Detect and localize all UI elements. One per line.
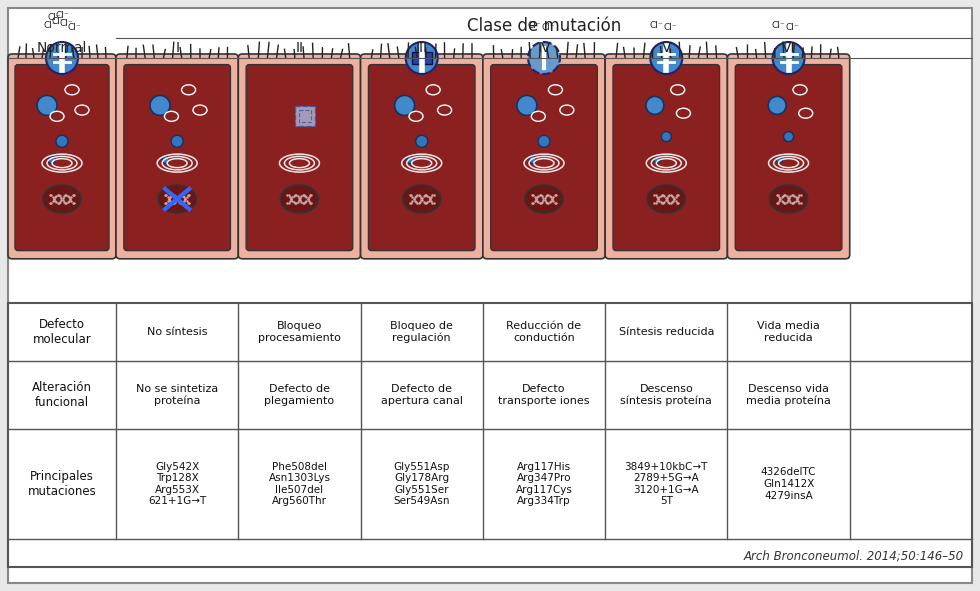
Circle shape xyxy=(37,95,57,115)
Text: No síntesis: No síntesis xyxy=(147,327,208,337)
Text: Phe508del
Asn1303Lys
Ile507del
Arg560Thr: Phe508del Asn1303Lys Ile507del Arg560Thr xyxy=(269,462,330,506)
Text: 4326delTC
Gln1412X
4279insA: 4326delTC Gln1412X 4279insA xyxy=(760,467,816,501)
Text: Cl⁻: Cl⁻ xyxy=(47,14,61,22)
Text: Gly542X
Trp128X
Arg553X
621+1G→T: Gly542X Trp128X Arg553X 621+1G→T xyxy=(148,462,206,506)
Text: Defecto
molecular: Defecto molecular xyxy=(32,318,91,346)
Text: 3849+10kbC→T
2789+5G→A
3120+1G→A
5T: 3849+10kbC→T 2789+5G→A 3120+1G→A 5T xyxy=(624,462,708,506)
FancyBboxPatch shape xyxy=(727,54,850,259)
Text: IV: IV xyxy=(537,41,551,55)
Ellipse shape xyxy=(158,185,196,213)
Ellipse shape xyxy=(769,185,808,213)
Circle shape xyxy=(56,135,68,147)
Circle shape xyxy=(150,95,170,115)
Bar xyxy=(299,111,311,122)
FancyBboxPatch shape xyxy=(361,54,483,259)
Bar xyxy=(412,52,432,64)
Ellipse shape xyxy=(403,185,441,213)
Ellipse shape xyxy=(43,185,81,213)
Circle shape xyxy=(772,42,805,74)
Text: Defecto de
apertura canal: Defecto de apertura canal xyxy=(380,384,463,406)
Ellipse shape xyxy=(280,185,318,213)
Text: Arg117His
Arg347Pro
Arg117Cys
Arg334Trp: Arg117His Arg347Pro Arg117Cys Arg334Trp xyxy=(515,462,572,506)
Circle shape xyxy=(407,157,414,164)
Circle shape xyxy=(538,135,550,147)
FancyBboxPatch shape xyxy=(123,64,230,251)
Text: Cl⁻: Cl⁻ xyxy=(68,24,80,33)
FancyBboxPatch shape xyxy=(238,54,361,259)
FancyBboxPatch shape xyxy=(8,8,972,583)
Circle shape xyxy=(46,42,78,74)
Text: Descenso
síntesis proteína: Descenso síntesis proteína xyxy=(620,384,712,406)
Text: Cl⁻: Cl⁻ xyxy=(527,21,541,31)
FancyBboxPatch shape xyxy=(483,54,605,259)
Text: Cl⁻: Cl⁻ xyxy=(55,11,69,21)
Bar xyxy=(8,303,972,567)
Text: II: II xyxy=(295,41,304,55)
Circle shape xyxy=(528,42,560,74)
Text: Cl⁻: Cl⁻ xyxy=(51,18,65,27)
FancyBboxPatch shape xyxy=(116,54,238,259)
Circle shape xyxy=(516,95,537,115)
Ellipse shape xyxy=(647,185,685,213)
FancyBboxPatch shape xyxy=(491,64,597,251)
Circle shape xyxy=(776,157,782,163)
Circle shape xyxy=(395,95,415,115)
Text: Principales
mutaciones: Principales mutaciones xyxy=(27,470,96,498)
Circle shape xyxy=(406,42,438,74)
Text: Normal: Normal xyxy=(37,41,87,55)
Text: Gly551Asp
Gly178Arg
Gly551Ser
Ser549Asn: Gly551Asp Gly178Arg Gly551Ser Ser549Asn xyxy=(393,462,450,506)
Text: Arch Bronconeumol. 2014;50:146–50: Arch Bronconeumol. 2014;50:146–50 xyxy=(744,549,964,562)
Circle shape xyxy=(172,135,183,147)
Circle shape xyxy=(163,157,170,164)
Circle shape xyxy=(654,157,661,163)
FancyBboxPatch shape xyxy=(605,54,727,259)
FancyBboxPatch shape xyxy=(735,64,842,251)
Bar xyxy=(295,106,316,126)
Text: III: III xyxy=(416,41,427,55)
Circle shape xyxy=(651,42,682,74)
Text: Descenso vida
media proteína: Descenso vida media proteína xyxy=(746,384,831,406)
Circle shape xyxy=(662,132,671,142)
Text: Bloqueo
procesamiento: Bloqueo procesamiento xyxy=(258,321,341,343)
Text: Síntesis reducida: Síntesis reducida xyxy=(618,327,714,337)
Circle shape xyxy=(768,96,786,115)
FancyBboxPatch shape xyxy=(613,64,719,251)
Text: Defecto de
plegamiento: Defecto de plegamiento xyxy=(265,384,334,406)
FancyBboxPatch shape xyxy=(246,64,353,251)
Text: Cl⁻: Cl⁻ xyxy=(786,24,800,33)
Text: Cl⁻: Cl⁻ xyxy=(541,24,555,33)
Text: V: V xyxy=(662,41,671,55)
Circle shape xyxy=(646,96,663,115)
Text: Cl⁻: Cl⁻ xyxy=(650,21,663,31)
Text: Bloqueo de
regulación: Bloqueo de regulación xyxy=(390,321,453,343)
FancyBboxPatch shape xyxy=(368,64,475,251)
Text: Reducción de
conductión: Reducción de conductión xyxy=(507,321,581,343)
Text: Alteración
funcional: Alteración funcional xyxy=(32,381,92,409)
Text: No se sintetiza
proteína: No se sintetiza proteína xyxy=(136,384,219,406)
FancyBboxPatch shape xyxy=(8,54,116,259)
Circle shape xyxy=(784,132,794,142)
FancyBboxPatch shape xyxy=(15,64,109,251)
Text: Clase de mutación: Clase de mutación xyxy=(466,17,621,35)
Text: Cl⁻: Cl⁻ xyxy=(772,21,785,31)
Text: Vida media
reducida: Vida media reducida xyxy=(758,321,820,343)
Text: I: I xyxy=(175,41,179,55)
Text: Cl⁻: Cl⁻ xyxy=(43,21,57,31)
Ellipse shape xyxy=(525,185,563,213)
Text: VI: VI xyxy=(782,41,796,55)
Circle shape xyxy=(48,157,56,164)
Circle shape xyxy=(529,157,536,164)
Text: Cl⁻: Cl⁻ xyxy=(663,24,677,33)
Text: Defecto
transporte iones: Defecto transporte iones xyxy=(498,384,590,406)
Circle shape xyxy=(416,135,427,147)
Text: Cl⁻: Cl⁻ xyxy=(59,20,73,28)
